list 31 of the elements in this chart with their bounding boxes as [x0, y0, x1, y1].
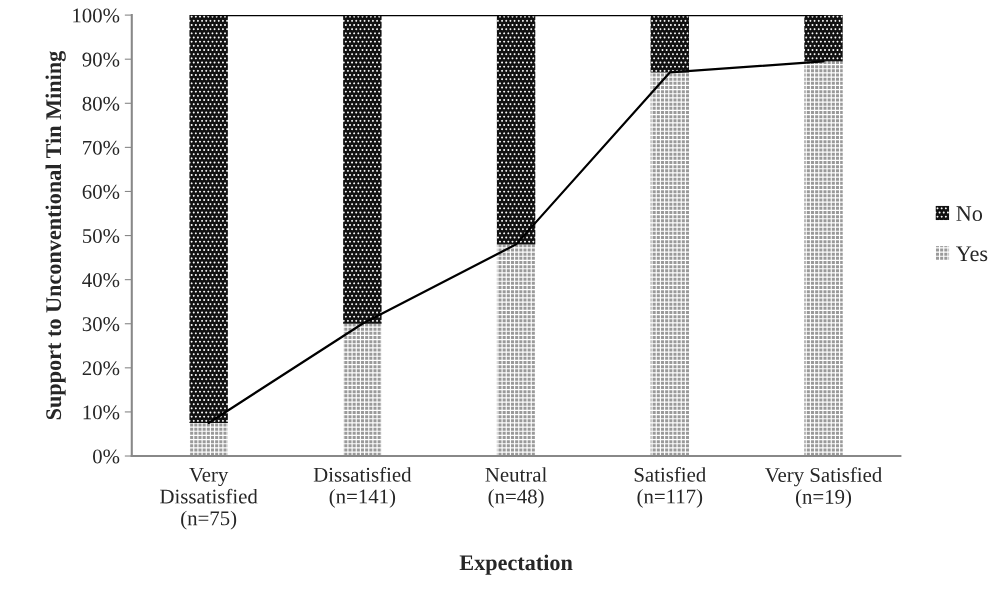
- line-series: [207, 60, 825, 425]
- bar: [650, 15, 690, 73]
- y-axis-title: Support to Unconventional Tin Mining: [45, 50, 66, 420]
- bar: [496, 15, 536, 245]
- bar: [496, 244, 536, 457]
- bar: [804, 15, 843, 62]
- x-tick-label: Very Dissatisfied (n=75): [160, 467, 258, 530]
- y-tick-label: 20%: [82, 361, 120, 376]
- bar: [343, 323, 382, 457]
- y-tick-label: 30%: [82, 317, 120, 332]
- legend-label: Yes: [955, 246, 988, 262]
- x-tick-label: Neutral (n=48): [485, 467, 547, 508]
- y-tick-label: 40%: [82, 273, 120, 288]
- y-tick-label: 100%: [73, 8, 120, 23]
- bar: [650, 72, 690, 457]
- y-tick-label: 70%: [83, 140, 120, 155]
- x-axis-title: Expectation: [459, 554, 573, 575]
- y-tick-label: 50%: [83, 228, 120, 244]
- y-tick-label: 80%: [82, 96, 120, 111]
- y-tick-label: 90%: [82, 52, 120, 67]
- bar: [189, 422, 228, 457]
- y-tick-label: 10%: [83, 405, 120, 420]
- x-tick-label: Dissatisfied (n=141): [313, 466, 412, 508]
- bar: [189, 15, 228, 423]
- y-tick-label: 0%: [93, 449, 120, 464]
- bar: [804, 61, 843, 457]
- legend-label: No: [956, 206, 983, 222]
- y-tick-label: 60%: [82, 184, 120, 199]
- x-tick-label: Very Satisfied (n=19): [765, 467, 882, 509]
- bar: [343, 15, 382, 324]
- x-tick-label: Satisfied (n=117): [634, 466, 706, 508]
